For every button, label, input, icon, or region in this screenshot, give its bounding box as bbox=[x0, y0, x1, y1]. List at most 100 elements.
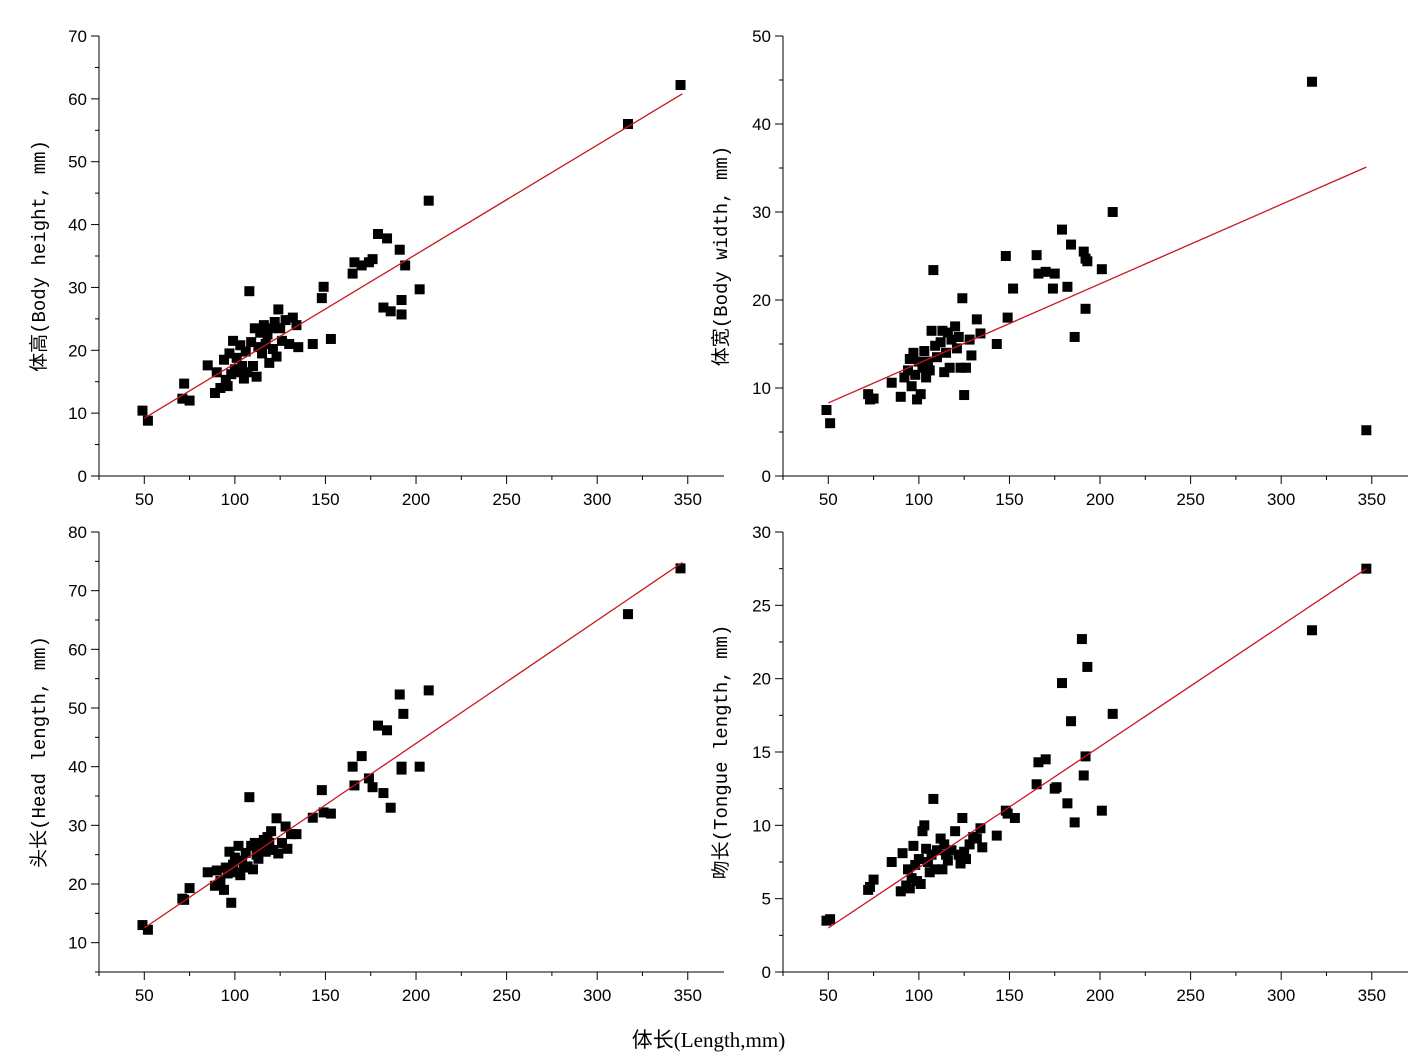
data-point bbox=[1009, 813, 1020, 823]
x-tick-label: 100 bbox=[221, 490, 249, 509]
data-point bbox=[423, 685, 434, 696]
y-tick-label: 30 bbox=[752, 523, 771, 542]
y-tick-label: 50 bbox=[752, 27, 771, 46]
data-point bbox=[275, 323, 286, 334]
data-point bbox=[1033, 268, 1044, 279]
data-point bbox=[1040, 266, 1051, 277]
y-tick-label: 20 bbox=[752, 291, 771, 310]
data-point bbox=[939, 839, 950, 850]
data-point bbox=[906, 873, 917, 884]
data-point bbox=[255, 840, 266, 851]
data-point bbox=[273, 304, 284, 315]
data-point bbox=[908, 347, 919, 358]
data-point bbox=[1069, 817, 1080, 828]
y-tick-label: 70 bbox=[68, 27, 87, 46]
data-point bbox=[904, 353, 915, 364]
data-point bbox=[1361, 425, 1372, 436]
data-point bbox=[950, 826, 961, 837]
data-point bbox=[1082, 256, 1093, 267]
data-point bbox=[414, 761, 425, 772]
data-point bbox=[394, 689, 405, 700]
data-point bbox=[942, 855, 953, 866]
data-point bbox=[219, 354, 229, 365]
data-point bbox=[233, 367, 244, 378]
data-point bbox=[251, 371, 262, 382]
data-point bbox=[316, 785, 327, 796]
data-point bbox=[931, 845, 942, 856]
data-point bbox=[1033, 757, 1044, 768]
data-point bbox=[266, 826, 277, 837]
y-axis-label: 体高(Body height, mm) bbox=[28, 140, 51, 372]
y-tick-label: 20 bbox=[752, 670, 771, 689]
data-point bbox=[372, 720, 383, 731]
data-point bbox=[247, 361, 258, 371]
x-tick-label: 200 bbox=[402, 986, 430, 1005]
data-point bbox=[1066, 716, 1077, 727]
data-point bbox=[202, 360, 213, 371]
x-tick-label: 150 bbox=[995, 490, 1023, 509]
data-point bbox=[142, 924, 153, 935]
data-point bbox=[316, 293, 327, 304]
y-tick-label: 10 bbox=[68, 404, 87, 423]
data-point bbox=[325, 333, 336, 344]
data-point bbox=[895, 391, 906, 402]
data-point bbox=[1056, 224, 1067, 235]
data-point bbox=[924, 365, 935, 376]
data-point bbox=[400, 260, 411, 271]
data-point bbox=[1062, 798, 1073, 809]
data-point bbox=[931, 352, 942, 363]
data-point bbox=[226, 897, 237, 908]
data-point bbox=[913, 854, 924, 865]
data-point bbox=[282, 843, 293, 854]
data-point bbox=[220, 862, 231, 873]
data-point bbox=[926, 325, 937, 336]
data-point bbox=[224, 846, 235, 857]
data-point bbox=[957, 293, 968, 304]
data-point bbox=[385, 306, 396, 317]
data-point bbox=[955, 362, 966, 373]
data-point bbox=[262, 832, 273, 843]
y-tick-label: 10 bbox=[752, 379, 771, 398]
data-point bbox=[249, 837, 260, 848]
data-point bbox=[913, 356, 924, 367]
data-point bbox=[1008, 283, 1019, 294]
data-point bbox=[915, 389, 926, 400]
data-point bbox=[915, 879, 926, 889]
y-tick-label: 20 bbox=[68, 341, 87, 360]
x-tick-label: 150 bbox=[311, 490, 339, 509]
x-tick-label: 150 bbox=[995, 986, 1023, 1005]
data-point bbox=[242, 367, 253, 378]
data-point bbox=[318, 807, 329, 818]
data-point bbox=[941, 849, 952, 860]
data-point bbox=[222, 381, 233, 392]
data-point bbox=[240, 346, 251, 357]
data-point bbox=[396, 764, 407, 775]
x-tick-label: 250 bbox=[1176, 490, 1204, 509]
data-point bbox=[235, 340, 246, 351]
y-tick-label: 70 bbox=[68, 582, 87, 601]
data-point bbox=[991, 830, 1002, 841]
data-point bbox=[414, 284, 425, 295]
data-point bbox=[209, 388, 220, 399]
data-point bbox=[179, 378, 190, 389]
y-tick-label: 10 bbox=[752, 816, 771, 835]
data-point bbox=[955, 858, 966, 869]
x-tick-label: 250 bbox=[492, 986, 520, 1005]
data-point bbox=[253, 853, 264, 864]
x-tick-label: 50 bbox=[819, 490, 838, 509]
data-point bbox=[318, 281, 329, 292]
data-point bbox=[971, 314, 982, 325]
data-point bbox=[1107, 207, 1118, 217]
data-point bbox=[179, 894, 190, 905]
data-point bbox=[264, 357, 275, 368]
data-point bbox=[211, 367, 222, 378]
data-point bbox=[675, 563, 686, 574]
data-point bbox=[1066, 239, 1077, 250]
data-point bbox=[971, 833, 982, 844]
data-point bbox=[1080, 303, 1091, 314]
data-point bbox=[242, 861, 253, 872]
y-tick-label: 30 bbox=[752, 203, 771, 222]
data-point bbox=[1096, 264, 1107, 275]
data-point bbox=[184, 395, 195, 406]
data-point bbox=[262, 329, 273, 340]
